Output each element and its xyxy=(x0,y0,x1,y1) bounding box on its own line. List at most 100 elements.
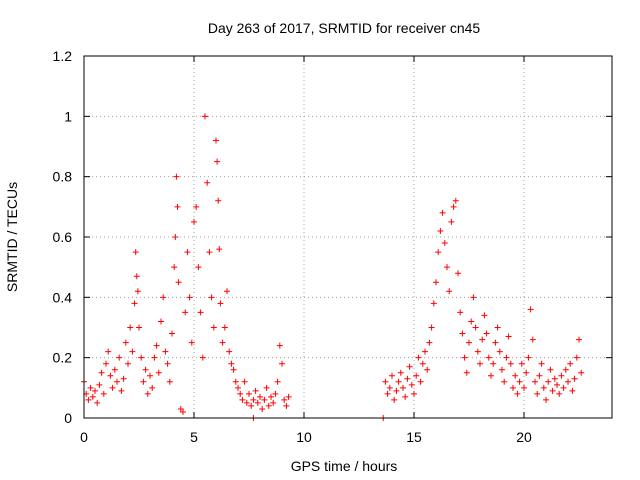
data-point xyxy=(567,360,574,367)
data-point xyxy=(166,378,173,385)
data-point xyxy=(281,396,288,403)
data-point xyxy=(422,348,428,355)
data-point xyxy=(193,203,200,210)
data-point xyxy=(103,360,109,367)
data-point xyxy=(446,288,453,295)
data-point xyxy=(224,288,230,295)
data-point xyxy=(457,309,464,316)
data-point xyxy=(576,336,582,343)
data-point xyxy=(521,384,527,391)
y-tick-label: 1 xyxy=(64,108,72,124)
data-point xyxy=(529,336,536,343)
data-point xyxy=(279,360,285,367)
data-point xyxy=(384,390,391,397)
data-point xyxy=(461,354,468,361)
data-point xyxy=(573,354,580,361)
data-point xyxy=(173,173,180,180)
data-point xyxy=(556,390,563,397)
data-point xyxy=(118,387,125,394)
y-axis-label: SRMTID / TECUs xyxy=(4,182,20,292)
data-point xyxy=(562,366,569,373)
data-point xyxy=(397,369,404,376)
data-point xyxy=(202,113,208,120)
data-point xyxy=(441,240,448,247)
data-point xyxy=(472,324,479,331)
data-point xyxy=(439,209,446,216)
data-point xyxy=(534,390,541,397)
data-point xyxy=(96,381,103,388)
data-point xyxy=(94,399,101,406)
data-point xyxy=(235,384,241,391)
data-point xyxy=(274,378,281,385)
x-tick-label: 5 xyxy=(190,429,198,445)
data-point xyxy=(501,378,508,385)
y-tick-label: 0 xyxy=(64,410,72,426)
data-point xyxy=(191,218,197,225)
data-point xyxy=(153,342,160,349)
data-point xyxy=(219,339,226,346)
data-point xyxy=(151,354,158,361)
data-point xyxy=(433,279,439,286)
data-point xyxy=(283,402,290,409)
data-point xyxy=(516,378,523,385)
data-point xyxy=(510,384,516,391)
data-point xyxy=(257,393,263,400)
data-point xyxy=(276,342,283,349)
data-point xyxy=(505,333,512,340)
data-point xyxy=(466,339,472,346)
data-point xyxy=(450,203,457,210)
data-point xyxy=(149,384,156,391)
data-point xyxy=(413,372,420,379)
data-point xyxy=(162,348,169,355)
data-point xyxy=(210,324,217,331)
data-point xyxy=(459,330,466,337)
data-point xyxy=(125,360,131,367)
data-point xyxy=(536,372,543,379)
data-point xyxy=(468,318,475,325)
data-point xyxy=(155,369,162,376)
data-point xyxy=(114,378,120,385)
data-point xyxy=(109,384,116,391)
data-point xyxy=(261,396,268,403)
data-point xyxy=(452,197,459,204)
data-point xyxy=(120,375,127,382)
data-point xyxy=(195,264,202,271)
data-point xyxy=(514,390,521,397)
data-point xyxy=(386,384,393,391)
data-point xyxy=(142,366,149,373)
x-tick-label: 20 xyxy=(516,429,532,445)
data-point xyxy=(188,339,195,346)
data-point xyxy=(204,179,211,186)
data-point xyxy=(214,158,221,165)
data-point xyxy=(144,390,151,397)
data-point xyxy=(490,360,497,367)
data-point xyxy=(532,378,538,385)
data-point xyxy=(127,324,134,331)
y-tick-label: 0.4 xyxy=(53,289,73,305)
data-point xyxy=(230,366,237,373)
data-point xyxy=(540,384,547,391)
data-point xyxy=(237,390,244,397)
data-point xyxy=(215,197,222,204)
data-point xyxy=(578,369,585,376)
data-point xyxy=(411,390,417,397)
data-point xyxy=(558,372,565,379)
data-point xyxy=(512,372,519,379)
y-tick-label: 1.2 xyxy=(53,48,73,64)
data-point xyxy=(496,348,503,355)
data-point xyxy=(186,294,193,301)
data-point xyxy=(208,294,215,301)
data-point xyxy=(507,360,514,367)
data-point xyxy=(419,360,426,367)
data-point xyxy=(470,294,477,301)
data-point xyxy=(177,405,184,412)
data-point xyxy=(182,309,189,316)
y-tick-label: 0.6 xyxy=(53,229,73,245)
data-point xyxy=(136,324,142,331)
data-point xyxy=(518,360,525,367)
data-point xyxy=(554,381,560,388)
data-point xyxy=(228,360,235,367)
data-point xyxy=(197,309,204,316)
data-point xyxy=(560,384,567,391)
